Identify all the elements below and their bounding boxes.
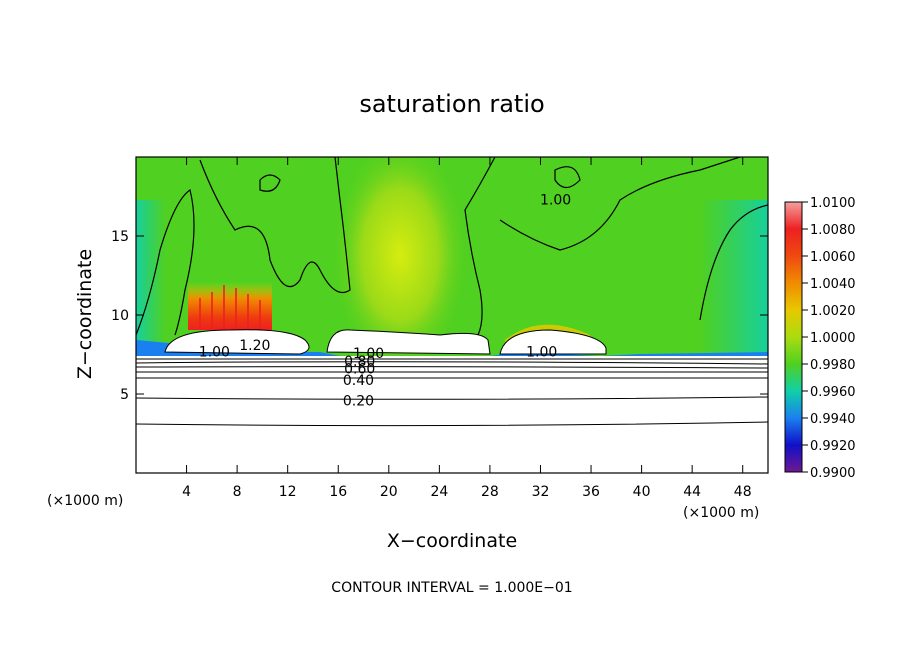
y-tick-label: 5 [120,387,129,403]
colorbar-label: 0.9920 [810,439,856,454]
x-axis: 4 8 12 16 20 24 28 32 36 40 44 48 [182,157,752,500]
cyan-right-edge [700,200,768,357]
x-tick-label: 28 [481,484,499,500]
contour-label: 0.40 [343,373,374,389]
cyan-left-edge [136,200,166,357]
saturated-regions [164,329,607,355]
x-tick-label: 36 [582,484,600,500]
x-tick-label: 48 [734,484,752,500]
warm-zone [188,282,272,330]
footer-contour-interval: CONTOUR INTERVAL = 1.000E−01 [331,580,572,596]
x-axis-label: X−coordinate [387,530,517,552]
x-tick-label: 8 [233,484,242,500]
plot-area [136,157,768,473]
x-tick-label: 24 [430,484,448,500]
contour-label: 0.60 [344,362,375,378]
y-axis-label: Z−coordinate [74,249,96,379]
contour-label: 0.80 [344,354,375,370]
contour-label: 1.00 [526,344,557,360]
x-tick-label: 4 [182,484,191,500]
y-tick-label: 15 [111,229,129,245]
contours-below [136,358,768,427]
contour-labels: 1.00 1.20 1.000.800.600.400.201.001.00 [199,193,571,410]
unsaturated-region [136,356,768,473]
colorbar-label: 1.0000 [810,331,856,346]
colorbar-labels: 1.0100 1.0080 1.0060 1.0040 1.0020 1.0000 0.99… [802,196,856,481]
colorbar: 1.0100 1.0080 1.0060 1.0040 1.0020 1.0000 0.99… [784,196,856,481]
chart-title: saturation ratio [359,90,544,118]
colorbar-label: 1.0020 [810,304,856,319]
colorbar-bar [784,201,803,473]
colorbar-label: 1.0100 [810,196,856,211]
contour-label: 1.00 [353,346,384,362]
contour-label: 1.00 [199,344,230,360]
colorbar-label: 1.0060 [810,250,856,265]
contours-above [136,157,768,336]
x-axis-unit-right: (×1000 m) [683,505,759,521]
x-tick-label: 20 [380,484,398,500]
contour-label: 0.20 [343,393,374,409]
x-tick-label: 44 [683,484,701,500]
yellow-plume [330,157,470,375]
y-tick-label: 10 [111,308,129,324]
contour-label: 1.20 [239,338,270,354]
colorbar-label: 0.9980 [810,358,856,373]
contour-label: 1.00 [540,193,571,209]
blue-band [136,340,768,360]
x-tick-label: 12 [279,484,297,500]
x-tick-label: 16 [329,484,347,500]
x-axis-unit-left: (×1000 m) [47,493,123,509]
y-axis: 5 10 15 [111,229,768,403]
colorbar-label: 0.9940 [810,412,856,427]
colorbar-label: 0.9900 [810,466,856,481]
x-tick-label: 32 [532,484,550,500]
x-tick-label: 40 [633,484,651,500]
colorbar-label: 0.9960 [810,385,856,400]
colorbar-label: 1.0080 [810,223,856,238]
warm-streaks [199,285,261,330]
colorbar-label: 1.0040 [810,277,856,292]
